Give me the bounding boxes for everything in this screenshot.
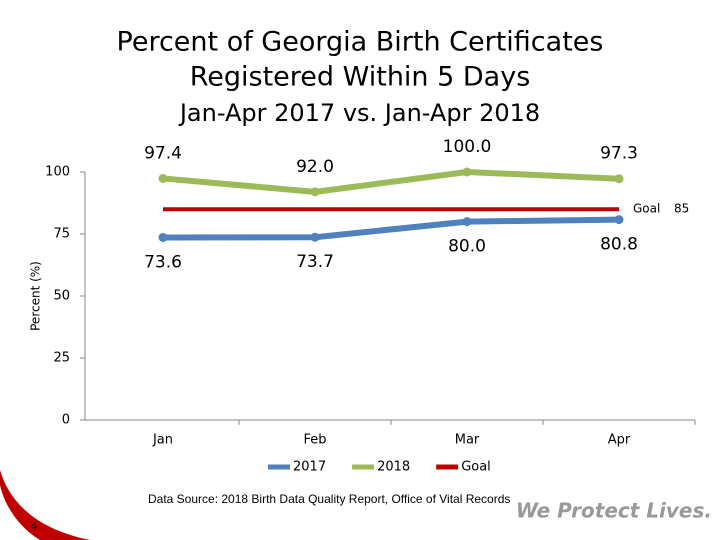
data-point [158,232,168,242]
y-tick-label: 75 [53,227,70,242]
x-tick-label: Mar [455,433,480,448]
data-point [462,217,472,227]
data-label: 100.0 [443,137,492,157]
goal-label: Goal [633,202,660,216]
source-note: Data Source: 2018 Birth Data Quality Rep… [148,492,510,506]
chart-subtitle: Jan-Apr 2017 vs. Jan-Apr 2018 [178,99,540,127]
data-label: 97.3 [600,144,638,164]
y-tick-label: 0 [62,413,70,428]
legend-label: 2017 [293,460,326,475]
y-axis-label: Percent (%) [29,261,43,331]
y-tick-label: 100 [45,165,70,180]
data-label: 80.8 [600,235,638,255]
x-tick-label: Feb [303,433,326,448]
x-tick-label: Jan [152,433,173,448]
data-label: 80.0 [448,237,486,257]
data-point [614,215,624,225]
data-label: 92.0 [296,157,334,177]
data-point [310,187,320,197]
legend-label: 2018 [377,460,410,475]
x-tick-label: Apr [608,433,631,448]
page-number: 4 [31,520,38,533]
goal-value: 85 [674,202,689,216]
y-tick-label: 25 [53,351,70,366]
data-label: 97.4 [144,143,182,163]
y-tick-label: 50 [53,289,70,304]
footer-slogan: We Protect Lives. [516,499,712,523]
chart-title: Percent of Georgia Birth Certificates [117,27,604,58]
data-point [158,173,168,183]
data-point [310,232,320,242]
data-label: 73.6 [144,252,182,272]
x-tick-marks [238,420,696,425]
decorative-swoosh [0,470,90,540]
data-point [614,174,624,184]
legend-label: Goal [461,460,491,475]
series-line [162,169,620,195]
data-point [462,167,472,177]
series-line [162,216,620,241]
chart-title: Registered Within 5 Days [190,62,531,93]
data-label: 73.7 [296,252,334,272]
